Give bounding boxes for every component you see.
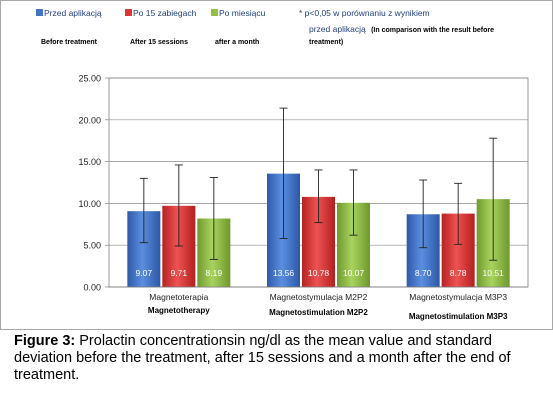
- value-label: 10.78: [308, 268, 330, 278]
- caption-text: Prolactin concentrationsin ng/dl as the …: [14, 333, 511, 383]
- x-category-sublabel: Magnetostimulation M2P2: [269, 308, 368, 317]
- value-label: 9.71: [171, 268, 188, 278]
- value-label: 13.56: [273, 268, 295, 278]
- value-label: 9.07: [136, 268, 153, 278]
- legend-sublabel-after-15: After 15 sessions: [130, 39, 188, 46]
- x-category-sublabel: Magnetostimulation M3P3: [409, 312, 508, 321]
- y-tick-label: 5.00: [83, 241, 101, 251]
- caption-label: Figure 3:: [14, 333, 76, 349]
- note-line-2-en: (In comparison with the result before: [371, 27, 494, 34]
- value-label: 8.70: [415, 268, 432, 278]
- x-category-label: Magnetostymulacja M2P2: [270, 292, 368, 302]
- y-tick-label: 0.00: [83, 283, 101, 293]
- note-line-1: * p<0,05 w porównaniu z wynikiem: [299, 8, 430, 18]
- chart-frame: Przed aplikacją Po 15 zabiegach Po miesi…: [0, 0, 553, 330]
- x-axis: Magnetoterapia Magnetostymulacja M2P2 Magn…: [109, 286, 528, 321]
- x-category-label: Magnetoterapia: [149, 292, 208, 302]
- legend-swatch-after-month: [211, 9, 218, 16]
- x-category-label: Magnetostymulacja M3P3: [409, 292, 507, 302]
- figure-caption: Figure 3: Prolactin concentrationsin ng/…: [14, 333, 540, 384]
- y-axis: 0.00 5.00 10.00 15.00 20.00 25.00: [78, 74, 109, 293]
- y-tick-label: 20.00: [78, 115, 101, 125]
- value-label: 8.78: [450, 268, 467, 278]
- legend-swatch-after-15: [125, 9, 132, 16]
- legend-label-after-month: Po miesiącu: [219, 8, 266, 18]
- value-label: 10.07: [343, 268, 365, 278]
- error-bars: [139, 107, 498, 261]
- note-line-2-pl: przed aplikacją: [309, 24, 366, 34]
- note-line-2: przed aplikacją (In comparison with the …: [309, 24, 494, 34]
- value-labels: 9.07 9.71 8.19 13.56 10.78 10.07 8.70 8.78 10.51: [136, 268, 505, 278]
- legend: Przed aplikacją Po 15 zabiegach Po miesi…: [36, 8, 266, 46]
- y-tick-label: 15.00: [78, 157, 101, 167]
- value-label: 8.19: [206, 268, 223, 278]
- legend-swatch-before: [36, 9, 43, 16]
- y-tick-label: 25.00: [78, 74, 101, 84]
- bar-chart: Przed aplikacją Po 15 zabiegach Po miesi…: [36, 8, 529, 321]
- y-tick-label: 10.00: [78, 199, 101, 209]
- legend-sublabel-before: Before treatment: [41, 39, 98, 46]
- significance-note: * p<0,05 w porównaniu z wynikiem przed a…: [299, 8, 494, 46]
- legend-sublabel-after-month: after a month: [215, 39, 259, 46]
- legend-label-after-15: Po 15 zabiegach: [133, 8, 197, 18]
- x-category-sublabel: Magnetotherapy: [148, 306, 210, 315]
- legend-label-before: Przed aplikacją: [44, 8, 102, 18]
- note-line-3: treatment): [309, 39, 343, 46]
- value-label: 10.51: [483, 268, 505, 278]
